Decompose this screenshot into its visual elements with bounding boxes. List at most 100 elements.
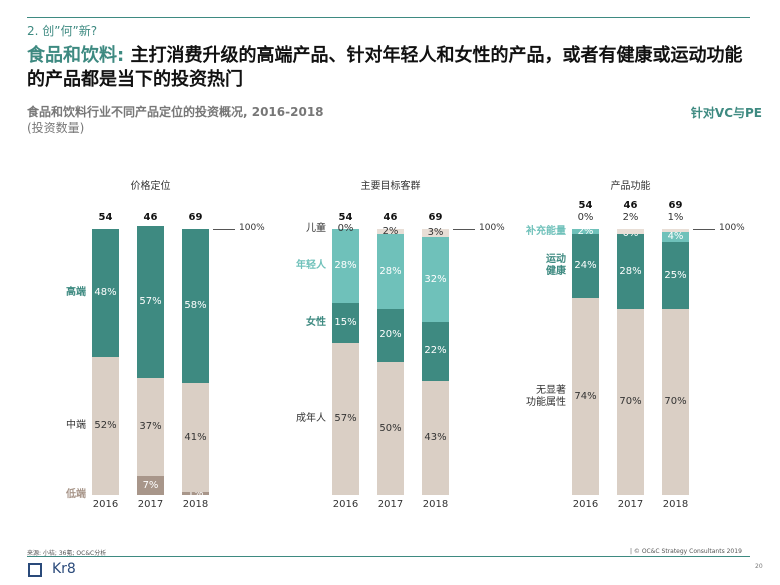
bar-segment (422, 322, 449, 381)
bar-segment (377, 362, 404, 495)
value-label: 32% (424, 273, 447, 285)
value-label: 70% (619, 395, 642, 407)
bar-segment (182, 229, 209, 384)
bar-segment (92, 356, 119, 495)
bar-segment (332, 303, 359, 344)
value-label: 2% (382, 225, 399, 237)
value-label: 48% (94, 286, 117, 298)
series-label: 运动 健康 (546, 254, 566, 278)
value-label: 24% (574, 260, 597, 272)
value-label: 0% (577, 212, 594, 223)
x-tick-label: 2017 (137, 499, 164, 510)
value-label: 43% (424, 431, 447, 443)
value-label: 3% (427, 226, 444, 238)
bar-segment (422, 380, 449, 495)
value-label: 28% (619, 265, 642, 277)
bar-segment (92, 229, 119, 357)
source: 来源: 小桔; 36氪; OC&C分析 (27, 550, 107, 557)
value-label: 1% (187, 487, 204, 499)
bar-segment (662, 242, 689, 309)
total-label: 69 (668, 200, 683, 211)
total-label: 46 (623, 200, 638, 211)
series-label: 年轻人 (296, 260, 326, 272)
value-label: 57% (139, 296, 162, 308)
value-label: 28% (379, 265, 402, 277)
value-label: 7% (142, 479, 159, 491)
x-tick-label: 2018 (662, 499, 689, 510)
bar-segment (137, 476, 164, 495)
x-tick-label: 2018 (182, 499, 209, 510)
section: 2. 创”何”新? (27, 24, 98, 38)
value-label: 2% (577, 225, 594, 237)
bar-segment (377, 234, 404, 309)
bar-segment (662, 231, 689, 243)
page-number: 20 (755, 563, 763, 570)
title-lead: 食品和饮料: (27, 45, 125, 66)
x-tick-label: 2016 (572, 499, 599, 510)
bar-segment (182, 492, 209, 495)
bar-segment (662, 308, 689, 495)
value-label: 20% (379, 329, 402, 341)
top-rule (27, 17, 750, 18)
bottom-rule (27, 556, 750, 557)
annotation: 100% (719, 223, 745, 233)
value-label: 25% (664, 269, 687, 281)
series-label: 低端 (66, 489, 86, 500)
annotation-arrow (453, 229, 475, 230)
value-label: 15% (334, 317, 357, 329)
annotation: 100% (239, 223, 265, 233)
value-label: 1% (667, 212, 684, 223)
copyright: | © OC&C Strategy Consultants 2019 (630, 548, 742, 555)
value-label: 57% (334, 413, 357, 425)
value-label: 0% (337, 223, 354, 234)
bar-segment (137, 226, 164, 378)
value-label: 74% (574, 390, 597, 402)
value-label: 4% (667, 230, 684, 242)
x-tick-label: 2016 (92, 499, 119, 510)
value-label: 58% (184, 300, 207, 312)
bar-segment (617, 234, 644, 309)
bar-segment (572, 298, 599, 495)
series-label: 高端 (66, 286, 86, 298)
bar-segment (572, 229, 599, 235)
value-label: 37% (139, 421, 162, 433)
series-label: 中端 (66, 419, 86, 431)
scope: 针对VC与PE (690, 106, 762, 120)
value-label: 52% (94, 419, 117, 431)
chart-title: 价格定位 (130, 181, 171, 192)
bar-segment (182, 383, 209, 493)
x-tick-label: 2017 (377, 499, 404, 510)
x-tick-label: 2016 (332, 499, 359, 510)
bar-segment (617, 308, 644, 495)
total-label: 69 (428, 212, 443, 223)
total-label: 46 (383, 212, 398, 223)
bar-segment (137, 377, 164, 477)
value-label: 50% (379, 422, 402, 434)
value-label: 2% (622, 212, 639, 223)
x-tick-label: 2018 (422, 499, 449, 510)
series-label: 儿童 (306, 223, 326, 234)
bar-segment (377, 308, 404, 362)
annotation-arrow (693, 229, 715, 230)
logo-icon (28, 563, 42, 577)
subtitle: 食品和饮料行业不同产品定位的投资概况, 2016-2018 (27, 105, 324, 119)
series-label: 成年人 (296, 413, 326, 425)
value-label: 41% (184, 431, 207, 443)
total-label: 46 (143, 212, 158, 223)
bar-segment (422, 229, 449, 237)
bar-segment (617, 229, 644, 235)
bar-segment (422, 236, 449, 323)
series-label: 无显著 功能属性 (526, 384, 566, 408)
series-label: 补充能量 (526, 225, 566, 237)
logo: Kr8 (52, 561, 76, 577)
chart-title: 产品功能 (610, 181, 651, 192)
bar-segment (572, 234, 599, 299)
chart-title: 主要目标客群 (360, 181, 421, 192)
value-label: 70% (664, 395, 687, 407)
total-label: 69 (188, 212, 203, 223)
title: 食品和饮料: 主打消费升级的高端产品、针对年轻人和女性的产品，或者有健康或运动功… (27, 44, 757, 92)
unit: (投资数量) (27, 121, 85, 135)
total-label: 54 (98, 212, 113, 223)
title-rest: 主打消费升级的高端产品、针对年轻人和女性的产品，或者有健康或运动功能的产品都是当… (27, 45, 743, 90)
